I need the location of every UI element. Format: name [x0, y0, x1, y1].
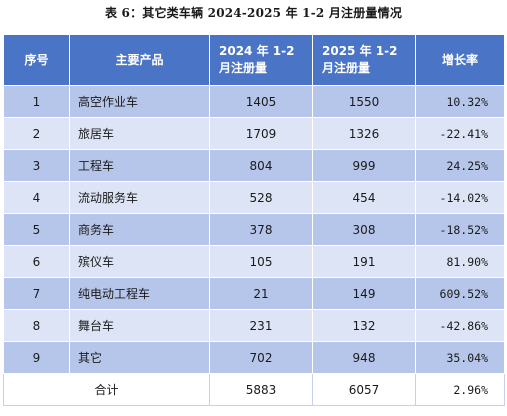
- cell-growth: -22.41%: [415, 117, 505, 150]
- cell-2024: 105: [209, 245, 313, 278]
- cell-seq: 1: [3, 85, 70, 118]
- cell-2025: 1326: [312, 117, 416, 150]
- cell-product: 纯电动工程车: [69, 277, 210, 310]
- total-growth: 2.96%: [415, 373, 505, 406]
- cell-product: 工程车: [69, 149, 210, 182]
- header-2025-label: 2025 年 1-2 月注册量: [322, 44, 398, 75]
- total-row: 合计 5883 6057 2.96%: [3, 373, 505, 406]
- table-row: 6 殡仪车 105 191 81.90%: [3, 245, 505, 278]
- cell-2025: 454: [312, 181, 416, 214]
- header-product: 主要产品: [69, 34, 210, 86]
- cell-growth: 24.25%: [415, 149, 505, 182]
- table-row: 9 其它 702 948 35.04%: [3, 341, 505, 374]
- cell-2024: 528: [209, 181, 313, 214]
- cell-growth: -18.52%: [415, 213, 505, 246]
- cell-2025: 999: [312, 149, 416, 182]
- cell-2025: 1550: [312, 85, 416, 118]
- cell-2024: 231: [209, 309, 313, 342]
- cell-2025: 308: [312, 213, 416, 246]
- cell-product: 其它: [69, 341, 210, 374]
- table-row: 5 商务车 378 308 -18.52%: [3, 213, 505, 246]
- cell-growth: -42.86%: [415, 309, 505, 342]
- cell-seq: 9: [3, 341, 70, 374]
- header-growth: 增长率: [415, 34, 505, 86]
- total-2024: 5883: [209, 373, 313, 406]
- table-row: 8 舞台车 231 132 -42.86%: [3, 309, 505, 342]
- cell-seq: 7: [3, 277, 70, 310]
- cell-seq: 3: [3, 149, 70, 182]
- cell-growth: 10.32%: [415, 85, 505, 118]
- cell-2025: 132: [312, 309, 416, 342]
- cell-product: 商务车: [69, 213, 210, 246]
- table-title: 表 6：其它类车辆 2024-2025 年 1-2 月注册量情况: [104, 6, 403, 20]
- cell-2024: 21: [209, 277, 313, 310]
- table-row: 3 工程车 804 999 24.25%: [3, 149, 505, 182]
- cell-2024: 804: [209, 149, 313, 182]
- registration-table: 序号 主要产品 2024 年 1-2 月注册量 2025 年 1-2 月注册量 …: [3, 34, 505, 406]
- header-2024: 2024 年 1-2 月注册量: [209, 34, 313, 86]
- cell-seq: 4: [3, 181, 70, 214]
- table-row: 2 旅居车 1709 1326 -22.41%: [3, 117, 505, 150]
- cell-seq: 8: [3, 309, 70, 342]
- cell-seq: 2: [3, 117, 70, 150]
- cell-2025: 149: [312, 277, 416, 310]
- table-row: 4 流动服务车 528 454 -14.02%: [3, 181, 505, 214]
- header-row: 序号 主要产品 2024 年 1-2 月注册量 2025 年 1-2 月注册量 …: [3, 34, 505, 86]
- cell-2024: 1405: [209, 85, 313, 118]
- header-2025: 2025 年 1-2 月注册量: [312, 34, 416, 86]
- cell-2024: 378: [209, 213, 313, 246]
- cell-product: 旅居车: [69, 117, 210, 150]
- cell-seq: 5: [3, 213, 70, 246]
- table-row: 7 纯电动工程车 21 149 609.52%: [3, 277, 505, 310]
- cell-growth: 35.04%: [415, 341, 505, 374]
- cell-2025: 191: [312, 245, 416, 278]
- total-label: 合计: [3, 373, 210, 406]
- cell-2024: 1709: [209, 117, 313, 150]
- cell-product: 舞台车: [69, 309, 210, 342]
- cell-growth: 81.90%: [415, 245, 505, 278]
- header-2024-label: 2024 年 1-2 月注册量: [219, 44, 295, 75]
- cell-growth: 609.52%: [415, 277, 505, 310]
- table-row: 1 高空作业车 1405 1550 10.32%: [3, 85, 505, 118]
- cell-product: 殡仪车: [69, 245, 210, 278]
- total-2025: 6057: [312, 373, 416, 406]
- header-seq: 序号: [3, 34, 70, 86]
- cell-seq: 6: [3, 245, 70, 278]
- cell-product: 高空作业车: [69, 85, 210, 118]
- cell-product: 流动服务车: [69, 181, 210, 214]
- cell-2024: 702: [209, 341, 313, 374]
- cell-2025: 948: [312, 341, 416, 374]
- cell-growth: -14.02%: [415, 181, 505, 214]
